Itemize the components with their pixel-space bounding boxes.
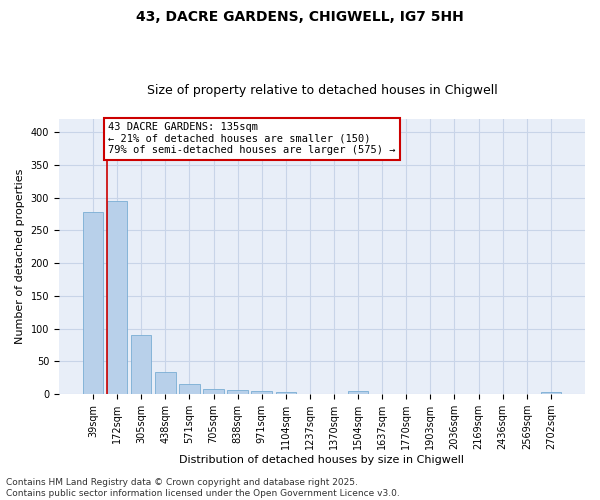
Y-axis label: Number of detached properties: Number of detached properties [15, 169, 25, 344]
Bar [131, 335, 151, 394]
Bar [203, 389, 224, 394]
Bar [83, 212, 103, 394]
Bar [227, 390, 248, 394]
Bar [348, 392, 368, 394]
Bar [179, 384, 200, 394]
Bar [155, 372, 176, 394]
Text: 43, DACRE GARDENS, CHIGWELL, IG7 5HH: 43, DACRE GARDENS, CHIGWELL, IG7 5HH [136, 10, 464, 24]
Title: Size of property relative to detached houses in Chigwell: Size of property relative to detached ho… [146, 84, 497, 97]
X-axis label: Distribution of detached houses by size in Chigwell: Distribution of detached houses by size … [179, 455, 464, 465]
Bar [251, 392, 272, 394]
Bar [541, 392, 561, 394]
Bar [275, 392, 296, 394]
Text: 43 DACRE GARDENS: 135sqm
← 21% of detached houses are smaller (150)
79% of semi-: 43 DACRE GARDENS: 135sqm ← 21% of detach… [108, 122, 395, 156]
Bar [107, 201, 127, 394]
Text: Contains HM Land Registry data © Crown copyright and database right 2025.
Contai: Contains HM Land Registry data © Crown c… [6, 478, 400, 498]
